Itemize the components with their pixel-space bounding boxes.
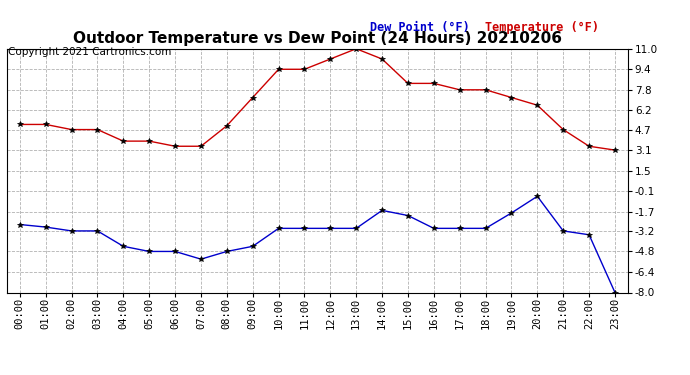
Text: Temperature (°F): Temperature (°F) (485, 21, 599, 34)
Title: Outdoor Temperature vs Dew Point (24 Hours) 20210206: Outdoor Temperature vs Dew Point (24 Hou… (73, 31, 562, 46)
Text: Copyright 2021 Cartronics.com: Copyright 2021 Cartronics.com (8, 47, 172, 57)
Text: Dew Point (°F): Dew Point (°F) (370, 21, 470, 34)
